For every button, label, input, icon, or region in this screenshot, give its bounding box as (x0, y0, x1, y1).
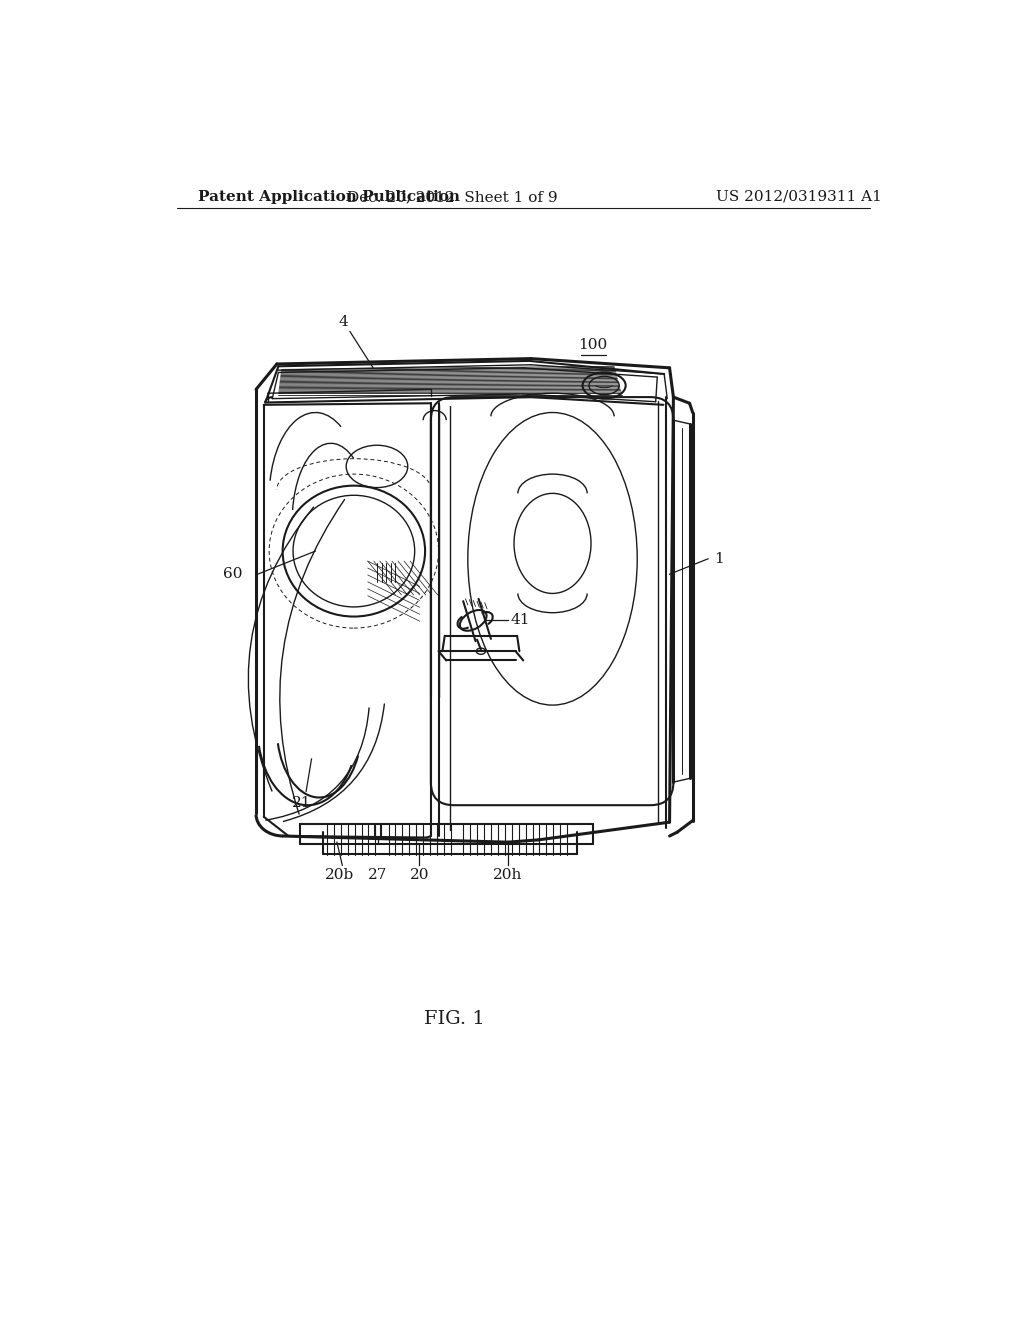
Text: 21: 21 (292, 796, 311, 810)
Text: 60: 60 (222, 568, 243, 581)
Text: FIG. 1: FIG. 1 (424, 1010, 484, 1028)
Text: US 2012/0319311 A1: US 2012/0319311 A1 (716, 190, 882, 203)
Text: 20b: 20b (325, 869, 354, 882)
Text: 20h: 20h (494, 869, 522, 882)
Text: 27: 27 (368, 869, 387, 882)
Text: 41: 41 (511, 614, 530, 627)
Text: 4: 4 (339, 315, 349, 330)
Text: 100: 100 (578, 338, 607, 352)
Text: Patent Application Publication: Patent Application Publication (199, 190, 461, 203)
Text: 20: 20 (410, 869, 429, 882)
Text: Dec. 20, 2012  Sheet 1 of 9: Dec. 20, 2012 Sheet 1 of 9 (347, 190, 558, 203)
Text: 1: 1 (714, 552, 724, 566)
